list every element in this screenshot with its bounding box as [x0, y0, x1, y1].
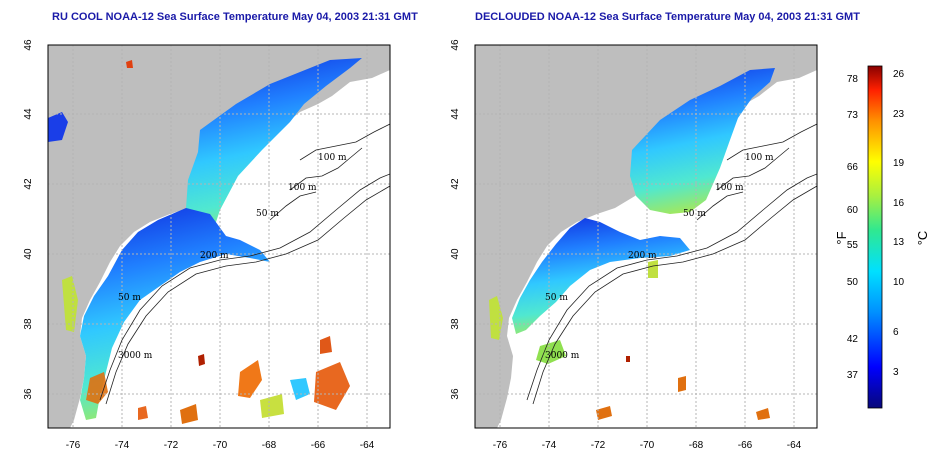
svg-text:50: 50 [847, 277, 859, 288]
svg-text:-66: -66 [738, 440, 753, 451]
svg-text:50 m: 50 m [683, 209, 706, 219]
svg-text:3: 3 [893, 367, 899, 378]
svg-text:40: 40 [23, 248, 34, 260]
svg-text:50 m: 50 m [118, 293, 141, 303]
left-map-panel: 100 m 100 m 50 m 200 m 50 m 3000 m [48, 45, 390, 428]
svg-text:-68: -68 [689, 440, 704, 451]
right-sst-gulf-of-maine [630, 68, 775, 214]
svg-text:-72: -72 [591, 440, 606, 451]
left-map-title: RU COOL NOAA-12 Sea Surface Temperature … [52, 11, 418, 23]
svg-text:3000 m: 3000 m [545, 351, 580, 361]
svg-text:100 m: 100 m [745, 153, 774, 163]
svg-text:50 m: 50 m [545, 293, 568, 303]
svg-text:36: 36 [450, 388, 461, 400]
colorbar-scale [867, 65, 883, 409]
svg-text:66: 66 [847, 162, 859, 173]
left-bathymetry-contours [99, 123, 390, 405]
svg-text:36: 36 [23, 388, 34, 400]
svg-text:78: 78 [847, 74, 859, 85]
svg-text:42: 42 [847, 334, 859, 345]
right-map-title: DECLOUDED NOAA-12 Sea Surface Temperatur… [475, 11, 860, 23]
svg-text:-70: -70 [213, 440, 228, 451]
svg-text:42: 42 [23, 178, 34, 190]
right-bathymetry-contours [526, 123, 817, 405]
svg-text:19: 19 [893, 158, 905, 169]
left-sst-speck [126, 60, 133, 68]
right-sst-shelf [512, 218, 690, 334]
right-sst-southern-patches [596, 260, 770, 420]
svg-text:-76: -76 [66, 440, 81, 451]
svg-text:23: 23 [893, 109, 905, 120]
svg-text:46: 46 [23, 39, 34, 51]
svg-text:-70: -70 [640, 440, 655, 451]
svg-text:100 m: 100 m [318, 153, 347, 163]
svg-text:73: 73 [847, 110, 859, 121]
svg-text:3000 m: 3000 m [118, 351, 153, 361]
svg-text:37: 37 [847, 370, 859, 381]
svg-text:200 m: 200 m [628, 251, 657, 261]
svg-text:-74: -74 [542, 440, 557, 451]
left-sst-shelf [80, 208, 270, 420]
svg-text:100 m: 100 m [288, 183, 317, 193]
right-grid [475, 45, 817, 428]
svg-text:46: 46 [450, 39, 461, 51]
svg-text:-66: -66 [311, 440, 326, 451]
celsius-unit-label: °C [915, 231, 930, 246]
svg-text:44: 44 [450, 108, 461, 120]
left-land [48, 45, 390, 428]
left-map-frame [47, 44, 391, 429]
svg-text:44: 44 [23, 108, 34, 120]
svg-text:40: 40 [450, 248, 461, 260]
right-contour-labels: 100 m 100 m 50 m 200 m 50 m 3000 m [545, 153, 774, 361]
right-land [475, 45, 817, 428]
right-map-frame [474, 44, 818, 429]
colorbar: 78 73 66 60 55 50 42 37 26 23 19 16 13 1… [834, 65, 930, 409]
svg-text:6: 6 [893, 327, 899, 338]
svg-text:-64: -64 [360, 440, 375, 451]
left-sst-southern-patches [138, 336, 350, 424]
svg-text:10: 10 [893, 277, 905, 288]
left-lat-ticks: 46 44 42 40 38 36 [23, 39, 34, 400]
svg-text:16: 16 [893, 198, 905, 209]
svg-text:42: 42 [450, 178, 461, 190]
svg-text:50 m: 50 m [256, 209, 279, 219]
svg-text:-68: -68 [262, 440, 277, 451]
svg-text:200 m: 200 m [200, 251, 229, 261]
svg-text:60: 60 [847, 205, 859, 216]
right-map-panel: 100 m 100 m 50 m 200 m 50 m 3000 m [475, 45, 817, 428]
left-sst-chesapeake [62, 276, 78, 332]
left-contour-labels: 100 m 100 m 50 m 200 m 50 m 3000 m [118, 153, 347, 361]
left-grid [48, 45, 390, 428]
left-sst-nova-scotia [48, 112, 68, 142]
svg-text:55: 55 [847, 240, 859, 251]
right-sst-shelfbreak-patch [536, 340, 566, 364]
right-lon-ticks: -76 -74 -72 -70 -68 -66 -64 [493, 440, 802, 451]
svg-text:100 m: 100 m [715, 183, 744, 193]
svg-text:-72: -72 [164, 440, 179, 451]
svg-text:-76: -76 [493, 440, 508, 451]
svg-text:-64: -64 [787, 440, 802, 451]
svg-text:38: 38 [23, 318, 34, 330]
fahrenheit-unit-label: °F [834, 231, 849, 244]
left-sst-warm-patch [86, 372, 108, 404]
svg-text:26: 26 [893, 69, 905, 80]
colorbar-fahrenheit-ticks: 78 73 66 60 55 50 42 37 [847, 74, 859, 381]
svg-text:38: 38 [450, 318, 461, 330]
colorbar-celsius-ticks: 26 23 19 16 13 10 6 3 [893, 69, 905, 378]
right-lat-ticks: 46 44 42 40 38 36 [450, 39, 461, 400]
svg-text:13: 13 [893, 237, 905, 248]
svg-text:-74: -74 [115, 440, 130, 451]
left-lon-ticks: -76 -74 -72 -70 -68 -66 -64 [66, 440, 375, 451]
